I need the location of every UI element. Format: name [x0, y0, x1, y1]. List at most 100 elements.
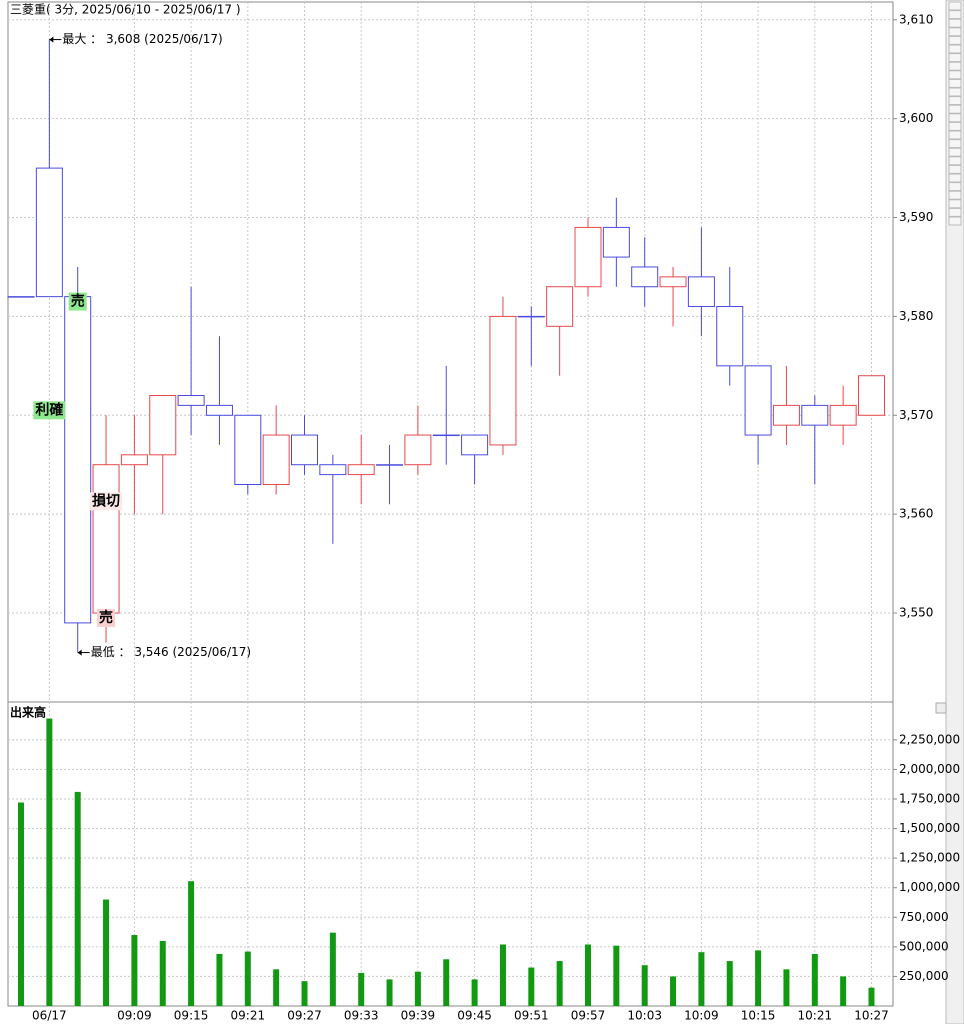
- volume-bar: [783, 969, 790, 1006]
- tool-button[interactable]: [948, 61, 962, 71]
- tool-button[interactable]: [948, 173, 962, 183]
- tool-button[interactable]: [948, 130, 962, 140]
- tool-button[interactable]: [948, 164, 962, 174]
- y-tick-label: 3,590: [899, 210, 933, 224]
- volume-bar: [301, 981, 308, 1006]
- volume-bar: [528, 967, 535, 1006]
- volume-bar: [103, 899, 110, 1006]
- volume-bar: [556, 961, 563, 1006]
- tool-button[interactable]: [948, 1, 962, 11]
- volume-bar: [273, 969, 280, 1006]
- y-tick-label: 3,570: [899, 408, 933, 422]
- chart-title: 三菱重( 3分, 2025/06/10 - 2025/06/17 ): [10, 3, 241, 17]
- volume-bar: [840, 976, 847, 1006]
- tool-button[interactable]: [948, 139, 962, 149]
- volume-bar: [613, 945, 620, 1006]
- volume-bar: [46, 718, 53, 1006]
- tool-button[interactable]: [948, 216, 962, 226]
- y-tick-label: 1,500,000: [899, 821, 960, 835]
- candle-body: [546, 286, 574, 327]
- panel-menu-button[interactable]: [935, 702, 947, 714]
- signal-label: 利確: [35, 401, 63, 418]
- x-tick-label: 06/17: [32, 1009, 67, 1023]
- volume-bar: [131, 935, 138, 1006]
- candle-body: [64, 296, 92, 624]
- tool-button[interactable]: [948, 199, 962, 209]
- volume-bar: [670, 976, 677, 1006]
- tool-button[interactable]: [948, 70, 962, 80]
- candle-body: [772, 404, 800, 426]
- candle-body: [35, 167, 63, 298]
- volume-bar: [641, 965, 648, 1006]
- signal-label: 売: [71, 293, 85, 310]
- volume-bar: [471, 979, 478, 1006]
- candle-body: [149, 395, 177, 456]
- tool-button[interactable]: [948, 156, 962, 166]
- tool-button[interactable]: [948, 44, 962, 54]
- candle-body: [234, 414, 262, 485]
- volume-title: 出来高: [10, 705, 46, 720]
- y-tick-label: 1,250,000: [899, 851, 960, 865]
- y-tick-label: 3,600: [899, 111, 933, 125]
- volume-bar: [386, 979, 393, 1006]
- signal-badge: [33, 401, 66, 420]
- y-tick-label: 3,550: [899, 606, 933, 620]
- candle-body: [744, 365, 772, 436]
- y-tick-label: 3,560: [899, 507, 933, 521]
- tool-button[interactable]: [948, 182, 962, 192]
- candle-body: [376, 464, 404, 466]
- x-tick-label: 09:45: [457, 1009, 492, 1023]
- x-tick-label: 10:03: [627, 1009, 662, 1023]
- y-tick-label: 3,610: [899, 12, 933, 26]
- tool-button[interactable]: [948, 18, 962, 28]
- x-tick-label: 09:21: [231, 1009, 266, 1023]
- tool-button[interactable]: [948, 53, 962, 63]
- candle-body: [829, 404, 857, 426]
- tool-button[interactable]: [948, 27, 962, 37]
- volume-bar: [358, 972, 365, 1006]
- tool-button[interactable]: [948, 121, 962, 131]
- tool-button[interactable]: [948, 207, 962, 217]
- tool-button[interactable]: [948, 10, 962, 20]
- candle-body: [432, 434, 460, 437]
- candle-body: [347, 464, 375, 476]
- tool-button[interactable]: [948, 87, 962, 97]
- tool-button[interactable]: [948, 190, 962, 200]
- y-tick-label: 750,000: [899, 910, 949, 924]
- tool-button[interactable]: [948, 147, 962, 157]
- x-tick-label: 09:51: [514, 1009, 549, 1023]
- volume-bar: [499, 944, 506, 1006]
- annotation-arrowhead: [49, 36, 54, 43]
- y-tick-label: 3,580: [899, 309, 933, 323]
- candle-body: [602, 226, 630, 258]
- candle-body: [262, 434, 290, 485]
- x-tick-label: 09:15: [174, 1009, 209, 1023]
- tool-button[interactable]: [948, 35, 962, 45]
- tool-button[interactable]: [948, 113, 962, 123]
- y-tick-label: 250,000: [899, 969, 949, 983]
- signal-label: 損切: [92, 492, 120, 509]
- tool-button[interactable]: [948, 104, 962, 114]
- annotation: 最低 ： 3,546 (2025/06/17): [91, 645, 251, 659]
- annotation: 最大 ： 3,608 (2025/06/17): [62, 32, 222, 46]
- tool-button[interactable]: [948, 78, 962, 88]
- tool-button[interactable]: [948, 96, 962, 106]
- signal-label: 売: [99, 609, 113, 626]
- x-tick-label: 09:33: [344, 1009, 379, 1023]
- x-tick-label: 09:57: [571, 1009, 606, 1023]
- volume-bar: [188, 881, 195, 1006]
- x-tick-label: 09:09: [117, 1009, 152, 1023]
- candle-body: [291, 434, 318, 466]
- plot-frame: [7, 1, 894, 1007]
- signal-badge: [97, 608, 116, 627]
- candle-body: [517, 315, 545, 318]
- candle-body: [489, 315, 517, 446]
- candle-body: [120, 454, 148, 466]
- y-tick-label: 1,750,000: [899, 791, 960, 805]
- x-tick-label: 09:39: [401, 1009, 436, 1023]
- signal-badge: [90, 492, 123, 511]
- candle-body: [574, 226, 602, 288]
